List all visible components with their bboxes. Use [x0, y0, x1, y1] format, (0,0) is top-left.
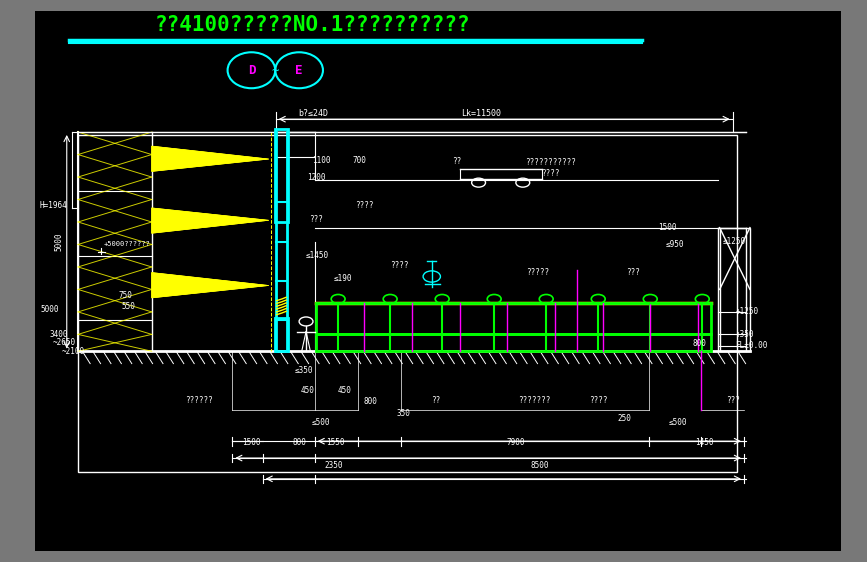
Text: 1500: 1500	[242, 438, 261, 447]
Text: ????: ????	[389, 261, 408, 270]
Text: 1500: 1500	[658, 223, 677, 232]
Text: 250: 250	[617, 414, 631, 423]
Text: 1100: 1100	[312, 156, 331, 165]
Text: ???: ???	[310, 215, 323, 224]
Bar	[275, 318, 288, 351]
Bar	[316, 303, 711, 334]
Text: 2350: 2350	[324, 461, 343, 470]
Text: ????: ????	[589, 396, 608, 405]
Text: E: E	[296, 64, 303, 77]
Text: ≤350: ≤350	[295, 366, 314, 375]
Bar	[78, 135, 737, 472]
Text: ???????: ???????	[518, 396, 551, 405]
Text: ????: ????	[355, 201, 374, 210]
Text: 1200: 1200	[307, 173, 326, 182]
Text: D: D	[248, 64, 255, 77]
Text: 450: 450	[337, 386, 351, 395]
Bar	[275, 129, 288, 222]
Text: ~2100: ~2100	[62, 347, 85, 356]
Text: 800: 800	[693, 339, 707, 348]
Text: ?????: ?????	[526, 268, 549, 277]
Text: ????: ????	[541, 169, 560, 178]
Polygon shape	[152, 146, 269, 171]
Polygon shape	[152, 273, 269, 298]
Text: 5000: 5000	[41, 305, 59, 314]
Text: +1250: +1250	[735, 307, 759, 316]
Text: 3400: 3400	[49, 330, 68, 339]
Text: Lk=11500: Lk=11500	[461, 109, 501, 118]
Text: +5000??????: +5000??????	[104, 242, 151, 247]
Text: ≤1450: ≤1450	[306, 251, 329, 260]
Text: 350: 350	[396, 409, 410, 418]
Polygon shape	[152, 208, 269, 233]
Text: ≤190: ≤190	[333, 274, 352, 283]
Text: 1550: 1550	[326, 438, 345, 447]
Text: ≤500: ≤500	[311, 418, 330, 427]
Text: H=1964: H=1964	[39, 201, 67, 210]
Text: FL±0.00: FL±0.00	[735, 341, 767, 350]
Polygon shape	[152, 208, 269, 233]
Text: ??: ??	[431, 396, 440, 405]
Text: ??: ??	[453, 157, 461, 166]
Text: 1450: 1450	[694, 438, 714, 447]
Text: ≤950: ≤950	[665, 240, 684, 249]
Text: 8500: 8500	[531, 461, 550, 470]
Text: 550: 550	[121, 302, 135, 311]
Text: 750: 750	[119, 291, 133, 300]
Text: ???????????: ???????????	[525, 158, 576, 167]
Text: 450: 450	[301, 386, 315, 395]
Bar	[720, 228, 750, 351]
Text: 800: 800	[363, 397, 377, 406]
Text: ???: ???	[726, 396, 740, 405]
Text: ??4100?????NO.1??????????: ??4100?????NO.1??????????	[154, 15, 470, 35]
Text: 800: 800	[292, 438, 306, 447]
Polygon shape	[152, 146, 269, 171]
Polygon shape	[152, 273, 269, 298]
Text: 5000: 5000	[55, 233, 63, 251]
Text: +350: +350	[735, 330, 753, 339]
Text: 700: 700	[353, 156, 367, 165]
Text: ???: ???	[626, 268, 640, 277]
Text: ~: ~	[272, 64, 279, 77]
Text: 7900: 7900	[506, 438, 525, 447]
Text: b?≤24D: b?≤24D	[298, 109, 329, 118]
Text: ??????: ??????	[186, 396, 213, 405]
Bar	[316, 334, 711, 351]
Text: ~2650: ~2650	[53, 338, 76, 347]
Text: ≤500: ≤500	[668, 418, 688, 427]
Text: ≤1250: ≤1250	[723, 237, 746, 246]
